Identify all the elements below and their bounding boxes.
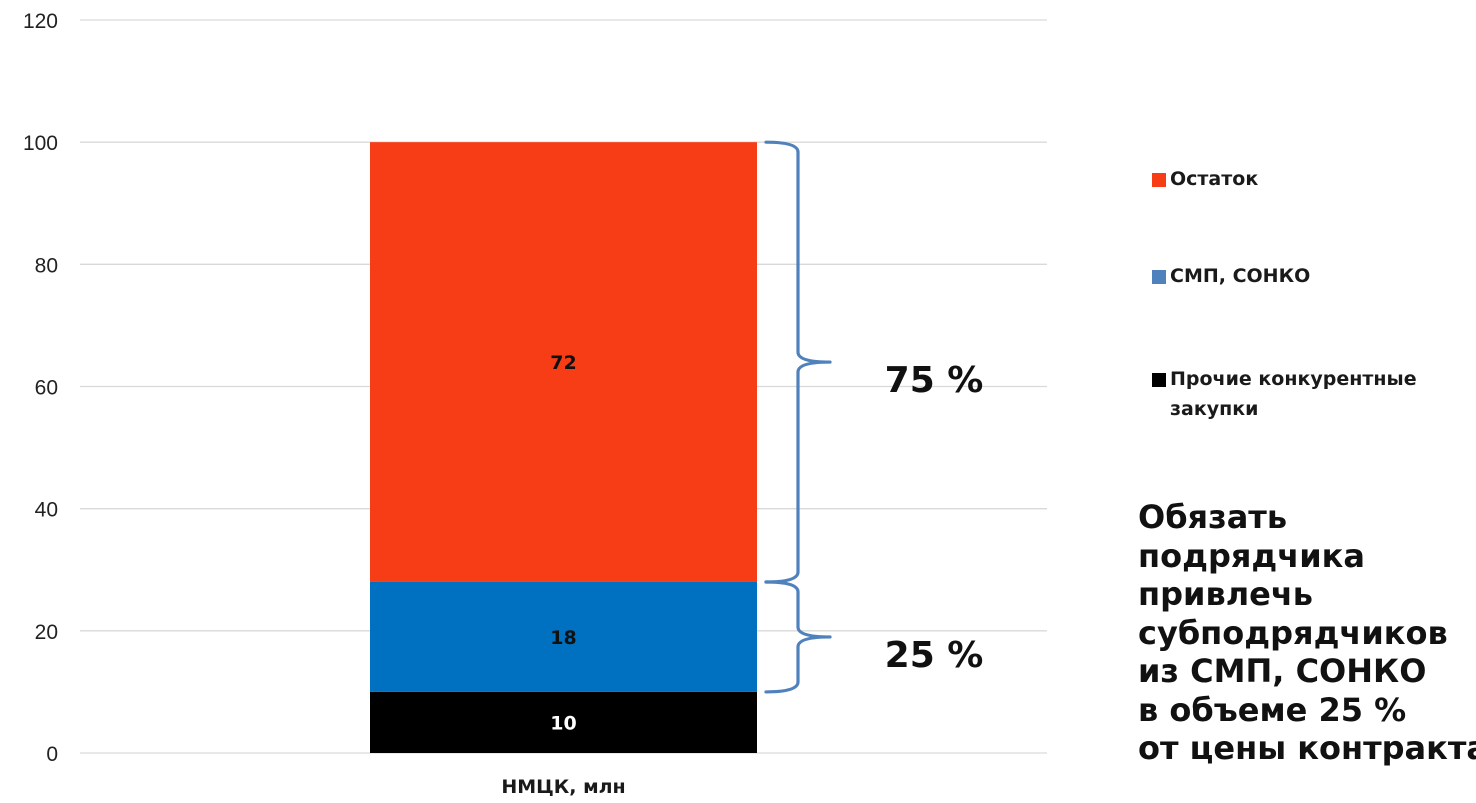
y-tick-label: 60 — [35, 377, 58, 400]
callout-line: привлечь — [1138, 575, 1314, 613]
curly-brace — [764, 580, 832, 694]
callout-text: Обязать подрядчика привлечь субподрядчик… — [1138, 498, 1476, 768]
data-label: 18 — [550, 627, 576, 649]
y-axis-ticks: 0 20 40 60 80 100 120 — [23, 10, 58, 766]
legend-label: Остаток — [1170, 168, 1259, 190]
bar-segment — [370, 581, 757, 692]
legend-item-ostatok[interactable]: Остаток — [1152, 168, 1472, 194]
x-axis-ticks: НМЦК, млн — [501, 776, 625, 798]
legend-item-smp-sonko[interactable]: СМП, СОНКО — [1152, 265, 1472, 291]
callout-line: Обязать — [1138, 498, 1288, 536]
legend-swatch — [1152, 270, 1166, 284]
y-tick-label: 0 — [46, 743, 58, 766]
bar-segment — [370, 142, 757, 582]
y-tick-label: 20 — [35, 621, 58, 644]
callout-line: от цены контракта — [1138, 729, 1476, 767]
callout-line: подрядчика — [1138, 536, 1365, 575]
percent-annotation: 25 % — [885, 635, 984, 676]
y-tick-label: 40 — [35, 499, 58, 522]
percent-annotation: 75 % — [885, 360, 984, 401]
y-tick-label: 80 — [35, 254, 58, 277]
legend-label: СМП, СОНКО — [1170, 265, 1311, 287]
bar-segment — [370, 691, 757, 753]
y-tick-label: 100 — [23, 132, 58, 155]
curly-brace — [764, 140, 832, 584]
legend-item-other-procurement[interactable]: Прочие конкурентные закупки — [1152, 368, 1472, 424]
legend-swatch — [1152, 373, 1166, 387]
data-label: 10 — [550, 712, 576, 734]
callout-line: в объеме 25 % — [1138, 690, 1407, 729]
x-tick-label: НМЦК, млн — [501, 776, 625, 798]
y-tick-label: 120 — [23, 10, 58, 33]
bar-stack — [370, 142, 757, 753]
legend-label: Прочие конкурентные закупки — [1170, 368, 1417, 420]
data-label: 72 — [550, 352, 576, 374]
legend-swatch — [1152, 173, 1166, 187]
callout-line: субподрядчиков — [1138, 613, 1448, 652]
data-labels: 10 18 72 — [550, 352, 576, 734]
braces: 75 % 25 % — [764, 140, 984, 694]
callout-line: из СМП, СОНКО — [1138, 652, 1427, 690]
